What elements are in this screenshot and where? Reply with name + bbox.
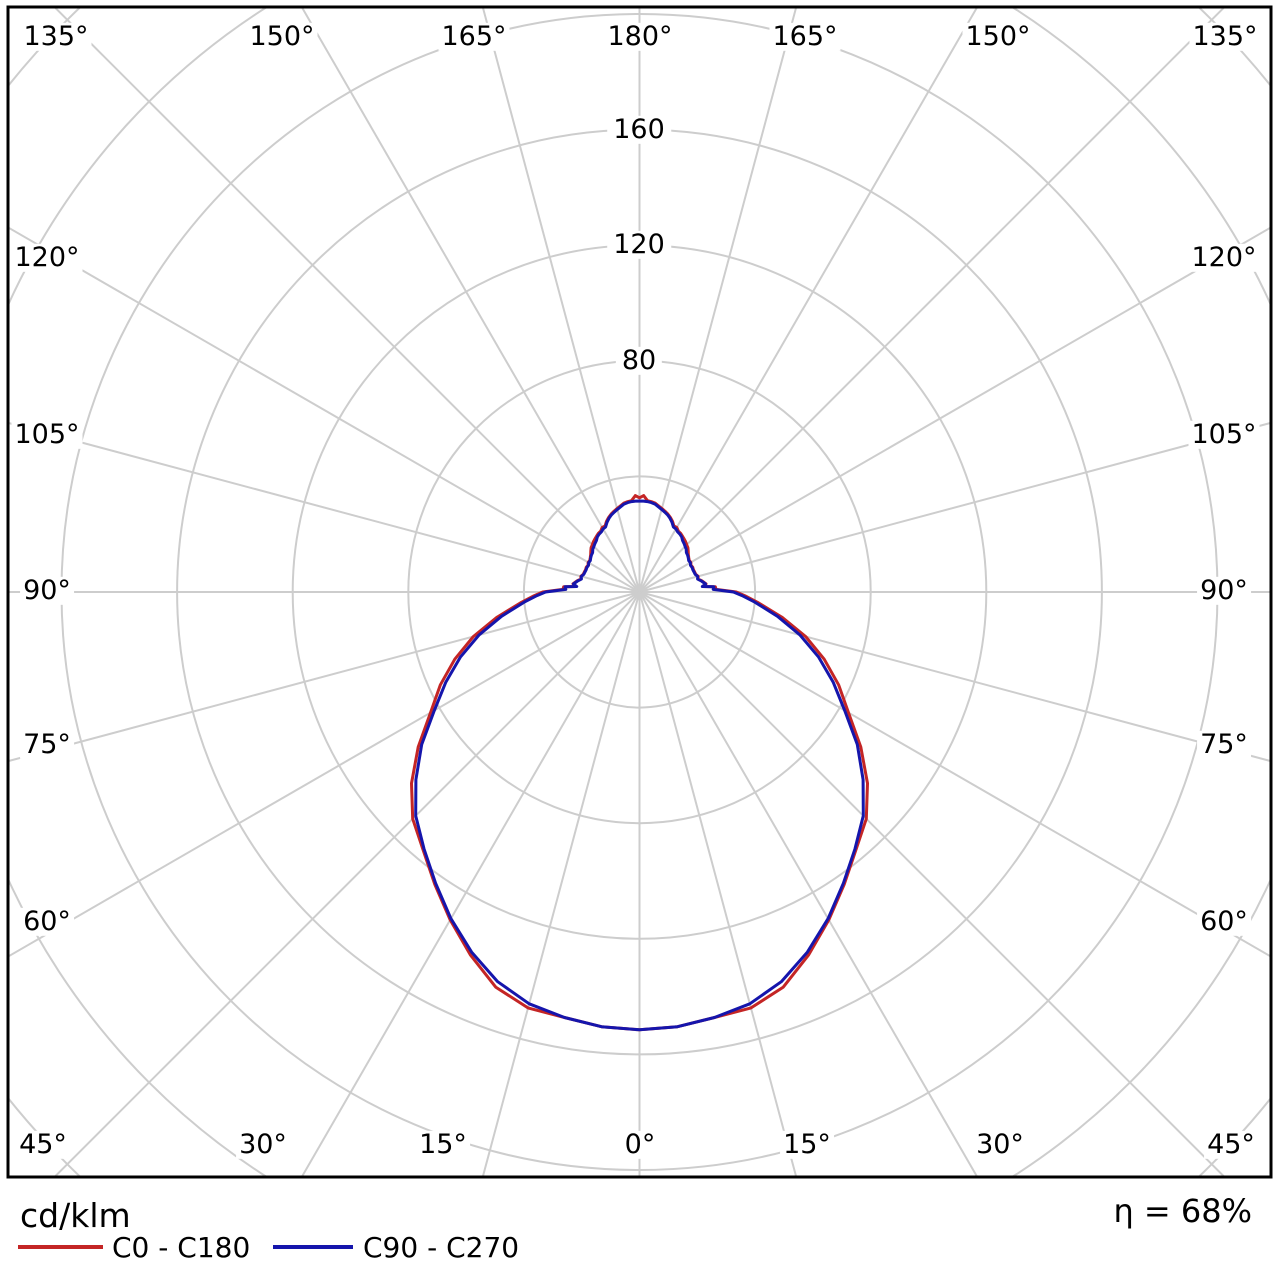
angle-label-right: 120° [1188, 243, 1260, 273]
angle-label-right: 60° [1197, 907, 1251, 937]
angle-label-top: 180° [604, 22, 676, 52]
angle-label-top: 165° [769, 22, 841, 52]
angle-label-right: 90° [1197, 576, 1251, 606]
angle-label-top: 135° [1189, 22, 1261, 52]
angle-label-top: 165° [438, 22, 510, 52]
angle-label-top: 135° [20, 22, 92, 52]
angle-label-bottom: 30° [973, 1130, 1027, 1160]
angle-label-right: 105° [1188, 420, 1260, 450]
angle-label-left: 120° [11, 243, 83, 273]
angle-label-bottom: 45° [1204, 1130, 1258, 1160]
angle-label-bottom: 15° [416, 1130, 470, 1160]
plot-frame [6, 5, 1273, 1179]
angle-label-left: 90° [20, 576, 74, 606]
legend-line-c90-c270 [273, 1245, 353, 1249]
angle-label-right: 75° [1197, 730, 1251, 760]
ring-value-label: 80 [615, 346, 663, 376]
angle-label-left: 60° [20, 907, 74, 937]
ring-value-label: 120 [607, 230, 671, 260]
legend-line-c0-c180 [18, 1245, 103, 1249]
angle-label-bottom: 0° [621, 1130, 659, 1160]
angle-label-top: 150° [962, 22, 1034, 52]
angle-label-left: 75° [20, 730, 74, 760]
angle-label-bottom: 45° [16, 1130, 70, 1160]
angle-label-top: 150° [246, 22, 318, 52]
legend-label-c90-c270: C90 - C270 [363, 1231, 520, 1264]
legend-label-c0-c180: C0 - C180 [112, 1231, 251, 1264]
ring-value-label: 160 [607, 115, 671, 145]
units-label: cd/klm [20, 1196, 131, 1235]
angle-label-bottom: 30° [236, 1130, 290, 1160]
curve-c90-c270 [414, 499, 865, 1032]
angle-label-left: 105° [11, 420, 83, 450]
angle-label-bottom: 15° [780, 1130, 834, 1160]
light-output-ratio-label: η = 68% [1113, 1192, 1252, 1230]
